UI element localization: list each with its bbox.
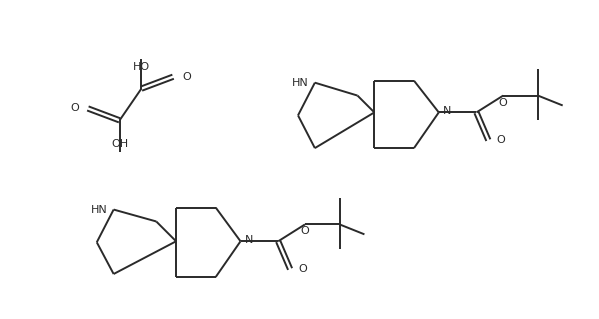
Text: OH: OH (111, 139, 128, 149)
Text: HO: HO (133, 62, 150, 72)
Text: N: N (244, 235, 253, 245)
Text: N: N (443, 107, 451, 116)
Text: HN: HN (91, 204, 108, 215)
Text: O: O (70, 103, 79, 114)
Text: HN: HN (292, 78, 309, 88)
Text: O: O (182, 72, 191, 82)
Text: O: O (497, 135, 505, 145)
Text: O: O (301, 226, 309, 236)
Text: O: O (499, 98, 507, 108)
Text: O: O (298, 264, 307, 274)
